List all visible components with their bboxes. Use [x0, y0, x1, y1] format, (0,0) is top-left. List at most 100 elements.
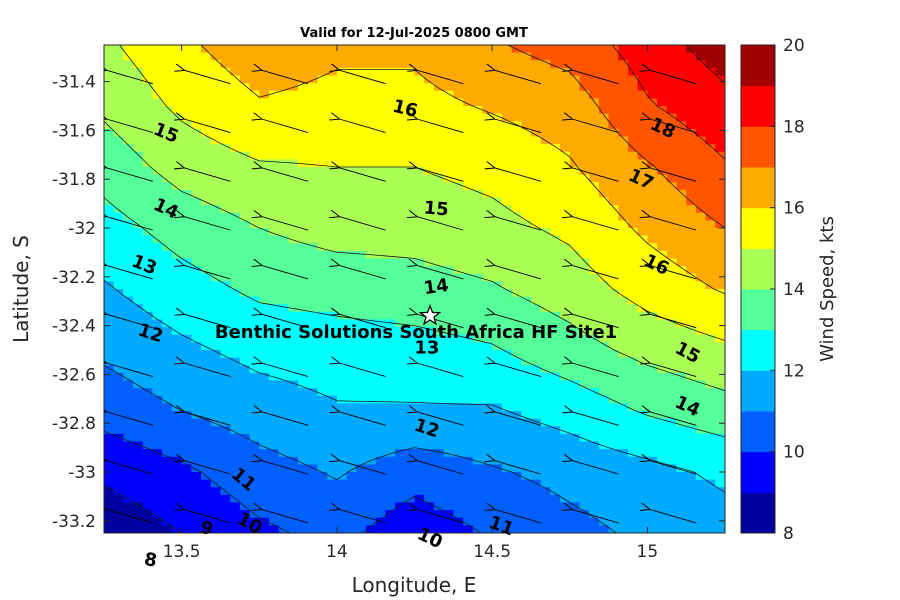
contour-cell	[278, 464, 289, 473]
contour-cell	[201, 144, 212, 153]
contour-cell	[104, 372, 115, 382]
contour-cell	[472, 67, 484, 77]
contour-cell	[695, 342, 707, 351]
contour-cell	[608, 228, 619, 237]
contour-cell	[113, 90, 124, 99]
contour-cell	[521, 128, 532, 138]
contour-cell	[540, 433, 551, 443]
contour-cell	[647, 418, 658, 427]
contour-cell	[453, 182, 464, 191]
contour-cell	[511, 159, 522, 168]
x-axis-label: Longitude, E	[352, 573, 477, 597]
contour-cell	[443, 250, 454, 260]
contour-cell	[181, 45, 192, 54]
contour-cell	[647, 456, 658, 465]
contour-cell	[676, 525, 687, 533]
contour-cell	[239, 327, 251, 336]
contour-cell	[579, 52, 590, 61]
contour-cell	[259, 273, 270, 282]
contour-cell	[298, 60, 309, 69]
contour-cell	[268, 189, 280, 199]
contour-cell	[705, 418, 716, 427]
contour-cell	[307, 197, 319, 206]
wind-vector	[573, 412, 619, 426]
contour-cell	[647, 395, 658, 404]
contour-cell	[395, 136, 406, 145]
contour-cell	[501, 266, 513, 275]
wind-vector	[107, 217, 153, 231]
contour-cell	[288, 189, 299, 199]
wind-vector	[184, 168, 231, 182]
contour-cell	[395, 266, 406, 275]
contour-cell	[666, 136, 678, 145]
wind-vector	[417, 70, 464, 85]
contour-cell	[550, 128, 561, 138]
contour-cell	[501, 525, 513, 533]
contour-cell	[569, 296, 581, 305]
contour-cell	[298, 342, 309, 351]
contour-cell	[220, 357, 231, 366]
contour-cell	[123, 418, 134, 427]
contour-cell	[336, 167, 348, 176]
wind-vector	[262, 119, 309, 133]
contour-cell	[647, 182, 658, 191]
contour-cell	[307, 311, 319, 321]
contour-cell	[492, 357, 503, 366]
contour-cell	[298, 182, 309, 191]
contour-cell	[550, 45, 561, 54]
contour-cell	[249, 380, 260, 389]
contour-cell	[598, 144, 610, 153]
contour-cell	[463, 174, 474, 183]
contour-cell	[307, 418, 319, 427]
contour-cell	[404, 197, 416, 206]
contour-cell	[560, 319, 571, 328]
contour-cell	[327, 395, 338, 404]
contour-cell	[501, 334, 513, 343]
contour-cell	[705, 487, 716, 496]
contour-cell	[550, 98, 561, 107]
contour-cell	[385, 479, 396, 488]
contour-cell	[356, 258, 367, 267]
contour-cell	[530, 380, 542, 389]
contour-cell	[511, 281, 522, 290]
contour-cell	[627, 350, 639, 359]
contour-cell	[598, 479, 610, 488]
contour-cell	[560, 441, 571, 450]
contour-cell	[365, 228, 377, 237]
contour-cell	[589, 525, 600, 533]
contour-cell	[472, 304, 484, 313]
contour-cell	[133, 494, 144, 504]
contour-cell	[104, 281, 115, 290]
contour-cell	[463, 90, 474, 99]
contour-cell	[501, 327, 513, 336]
contour-cell	[220, 426, 231, 435]
contour-cell	[298, 319, 309, 328]
contour-cell	[288, 357, 299, 366]
contour-cell	[521, 113, 532, 122]
contour-cell	[618, 45, 629, 54]
contour-cell	[463, 449, 474, 458]
contour-cell	[521, 289, 532, 298]
contour-cell	[627, 426, 639, 435]
contour-cell	[424, 289, 435, 298]
contour-cell	[550, 479, 561, 488]
contour-cell	[395, 296, 406, 305]
contour-cell	[336, 159, 348, 168]
contour-cell	[705, 235, 716, 244]
contour-cell	[676, 228, 687, 237]
contour-cell	[220, 380, 231, 389]
contour-cell	[453, 464, 464, 473]
contour-cell	[327, 212, 338, 221]
contour-cell	[433, 319, 445, 328]
contour-cell	[715, 182, 725, 191]
contour-cell	[385, 121, 396, 130]
contour-cell	[666, 235, 678, 244]
contour-cell	[133, 510, 144, 519]
contour-cell	[268, 159, 280, 168]
contour-cell	[327, 502, 338, 511]
contour-cell	[404, 334, 416, 343]
contour-cell	[463, 372, 474, 382]
contour-cell	[589, 502, 600, 511]
contour-cell	[472, 205, 484, 214]
contour-cell	[307, 281, 319, 290]
